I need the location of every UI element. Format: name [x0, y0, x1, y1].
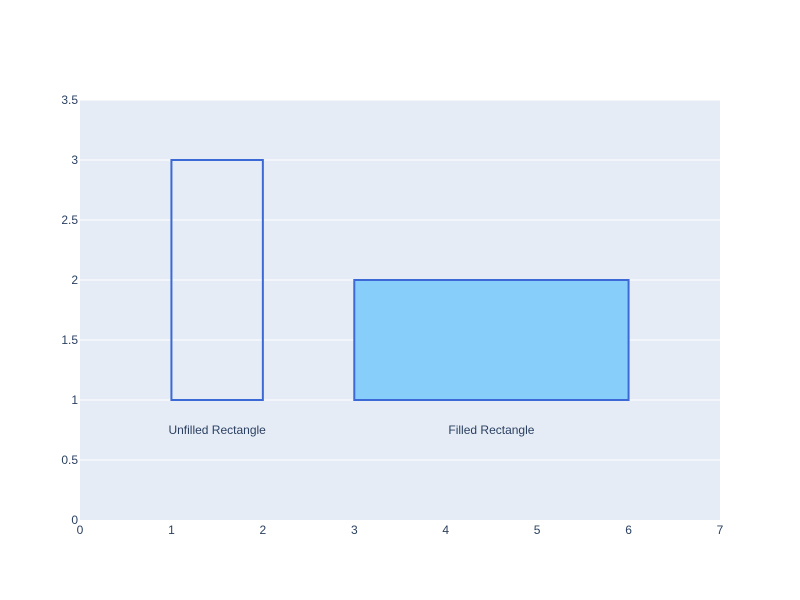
filled-rectangle	[353, 279, 630, 401]
x-tick-label: 0	[77, 523, 84, 537]
annotations-layer: Unfilled Rectangle Filled Rectangle	[168, 423, 534, 437]
y-tick-label: 3	[71, 153, 78, 167]
shapes-layer	[170, 159, 630, 401]
x-tick-label: 3	[351, 523, 358, 537]
x-tick-label: 6	[625, 523, 632, 537]
rectangle-annotation: Filled Rectangle	[448, 423, 534, 437]
unfilled-rectangle	[170, 159, 264, 401]
y-tick-label: 0.5	[61, 453, 78, 467]
y-tick-label: 2	[71, 273, 78, 287]
y-tick-label: 3.5	[61, 93, 78, 107]
y-tick-label: 0	[71, 513, 78, 527]
x-tick-label: 5	[534, 523, 541, 537]
x-axis-ticks: 0 1 2 3 4 5 6 7	[77, 523, 724, 537]
y-tick-label: 1	[71, 393, 78, 407]
x-tick-label: 2	[260, 523, 267, 537]
x-tick-label: 4	[442, 523, 449, 537]
x-tick-label: 1	[168, 523, 175, 537]
y-tick-label: 1.5	[61, 333, 78, 347]
x-tick-label: 7	[717, 523, 724, 537]
y-tick-label: 2.5	[61, 213, 78, 227]
rectangle-annotation: Unfilled Rectangle	[168, 423, 266, 437]
y-axis-ticks: 0 0.5 1 1.5 2 2.5 3 3.5	[61, 93, 78, 527]
